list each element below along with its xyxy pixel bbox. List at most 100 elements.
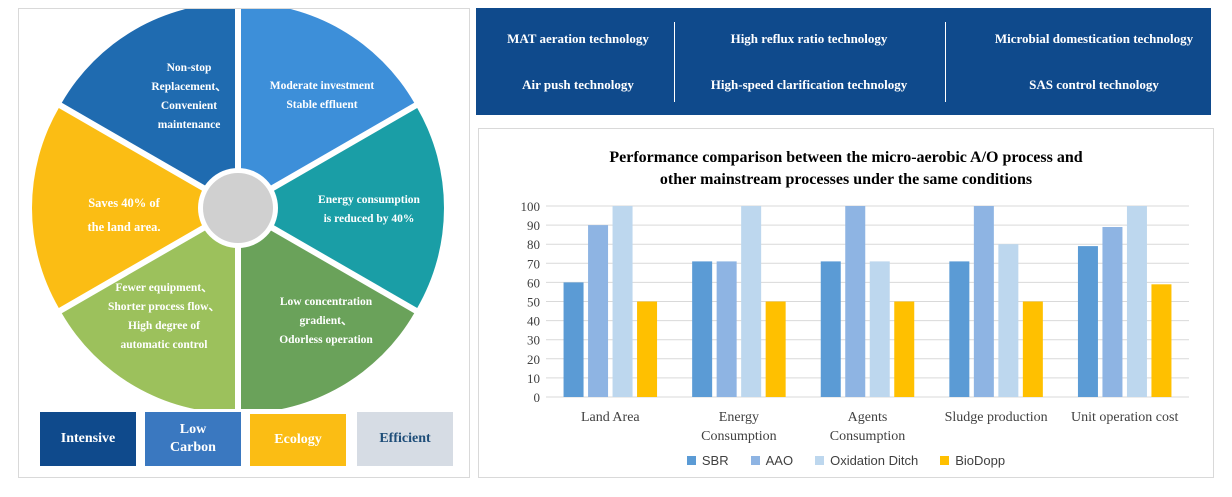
chart-title-line-1: Performance comparison between the micro…: [609, 149, 1083, 166]
bar-biodopp: [1151, 284, 1172, 397]
tech-sas-control: SAS control technology: [1029, 77, 1159, 92]
bar-biodopp: [1022, 301, 1043, 397]
y-tick-label: 60: [527, 275, 540, 290]
badge-ecology: Ecology: [250, 414, 346, 466]
legend-swatch: [940, 456, 950, 465]
bar-sbr: [949, 261, 970, 397]
wheel-segment-fewer-equipment: [61, 213, 235, 409]
segment-text-low-concentration: Low concentration gradient、 Odorless opera…: [251, 293, 401, 350]
bar-biodopp: [765, 301, 786, 397]
segment-text-line: Energy consumption: [318, 194, 420, 206]
x-tick-label: Consumption: [701, 429, 776, 444]
y-tick-label: 20: [527, 352, 540, 367]
legend-label: Oxidation Ditch: [830, 453, 919, 468]
x-tick-label: Energy: [719, 410, 759, 425]
wheel-segment-land: [31, 108, 232, 308]
x-tick-label: Agents: [848, 410, 888, 425]
legend-label: SBR: [701, 453, 729, 468]
bar-biodopp: [894, 301, 915, 397]
legend-swatch: [750, 456, 760, 465]
bar-oxidation-ditch: [741, 206, 762, 397]
y-tick-label: 90: [527, 218, 540, 233]
y-tick-label: 100: [521, 199, 541, 214]
segment-text-non-stop: Non-stop Replacement、 Convenient maintenanc…: [129, 59, 249, 135]
wheel-segment-low-concentration: [241, 213, 415, 409]
bar-sbr: [820, 261, 841, 397]
segment-text-line: Shorter process flow、: [107, 301, 220, 313]
wheel-segment-moderate-investment: [241, 9, 415, 203]
segment-text-line: Saves 40% of: [88, 196, 160, 210]
segment-text-line: is reduced by 40%: [323, 213, 415, 225]
bar-aao: [588, 225, 609, 397]
segment-text-energy: Energy consumption is reduced by 40%: [299, 191, 439, 229]
bar-aao: [1102, 227, 1123, 397]
y-tick-label: 50: [527, 295, 540, 310]
bar-sbr: [692, 261, 713, 397]
segment-text-line: Fewer equipment、: [115, 282, 213, 294]
bar-sbr: [1077, 246, 1098, 397]
y-tick-label: 40: [527, 314, 540, 329]
chart-legend: SBR AAO Oxidation Ditch BioDopp: [479, 453, 1213, 468]
tech-high-speed-clarification: High-speed clarification technology: [710, 77, 908, 92]
divider: [674, 22, 675, 102]
wheel-segment-non-stop: [61, 9, 235, 203]
bar-oxidation-ditch: [1126, 206, 1147, 397]
hub-circle: [203, 173, 273, 243]
segment-text-fewer-equipment: Fewer equipment、 Shorter process flow、 Hig…: [89, 279, 239, 355]
bar-sbr: [563, 282, 584, 397]
y-tick-label: 70: [527, 256, 540, 271]
legend-item: AAO: [750, 453, 794, 468]
segment-text-line: Convenient: [160, 100, 218, 112]
bar-oxidation-ditch: [998, 244, 1019, 397]
chart-title-line-2: other mainstream processes under the sam…: [659, 171, 1033, 188]
segment-text-moderate-investment: Moderate investment Stable effluent: [257, 77, 387, 115]
legend-swatch: [686, 456, 696, 465]
segment-text-line: Moderate investment: [269, 80, 375, 92]
performance-chart-panel: Performance comparison between the micro…: [478, 128, 1214, 478]
bar-biodopp: [637, 301, 658, 397]
segment-text-land: Saves 40% of the land area.: [59, 191, 189, 239]
legend-swatch: [815, 456, 825, 465]
y-tick-label: 30: [527, 333, 540, 348]
y-tick-label: 0: [534, 390, 541, 405]
bar-oxidation-ditch: [612, 206, 633, 397]
bar-aao: [973, 206, 994, 397]
feature-wheel: [31, 9, 444, 409]
x-tick-label: Land Area: [581, 410, 640, 425]
tech-mat-aeration: MAT aeration technology: [507, 31, 649, 46]
segment-text-line: Odorless operation: [279, 334, 373, 346]
bar-aao: [716, 261, 737, 397]
segment-text-line: Low concentration: [279, 296, 373, 308]
segment-text-line: gradient、: [299, 315, 353, 327]
features-panel: Non-stop Replacement、 Convenient maintenanc…: [18, 8, 470, 478]
legend-item: BioDopp: [940, 453, 1005, 468]
legend-label: AAO: [765, 453, 794, 468]
badge-intensive: Intensive: [40, 412, 136, 466]
technology-panel: MAT aeration technology High reflux rati…: [476, 8, 1211, 115]
segment-text-line: Non-stop: [166, 62, 212, 74]
segment-text-line: maintenance: [157, 119, 221, 131]
tech-high-reflux: High reflux ratio technology: [730, 31, 888, 46]
x-tick-label: Sludge production: [945, 410, 1048, 425]
badge-efficient: Efficient: [357, 412, 453, 466]
legend-label: BioDopp: [955, 453, 1006, 468]
wheel-segment-energy: [244, 108, 444, 308]
segment-text-line: Stable effluent: [286, 99, 358, 111]
bar-chart: 0 10 20 30 40 50 60 70 80 90 100 Land Area Energy Con…: [521, 199, 1189, 444]
legend-item: SBR: [686, 453, 729, 468]
y-tick-label: 10: [527, 371, 540, 386]
segment-text-line: Replacement、: [151, 81, 227, 93]
tech-microbial-domestication: Microbial domestication technology: [994, 31, 1194, 46]
segment-text-line: High degree of: [128, 320, 200, 332]
segment-text-line: the land area.: [87, 220, 161, 234]
x-tick-label: Unit operation cost: [1071, 410, 1178, 425]
divider: [945, 22, 946, 102]
bar-oxidation-ditch: [869, 261, 890, 397]
x-tick-label: Consumption: [830, 429, 905, 444]
y-tick-label: 80: [527, 237, 540, 252]
segment-text-line: automatic control: [120, 339, 208, 351]
legend-item: Oxidation Ditch: [815, 453, 918, 468]
tech-air-push: Air push technology: [522, 77, 634, 92]
badge-low-carbon: Low Carbon: [145, 412, 241, 466]
bar-aao: [845, 206, 866, 397]
